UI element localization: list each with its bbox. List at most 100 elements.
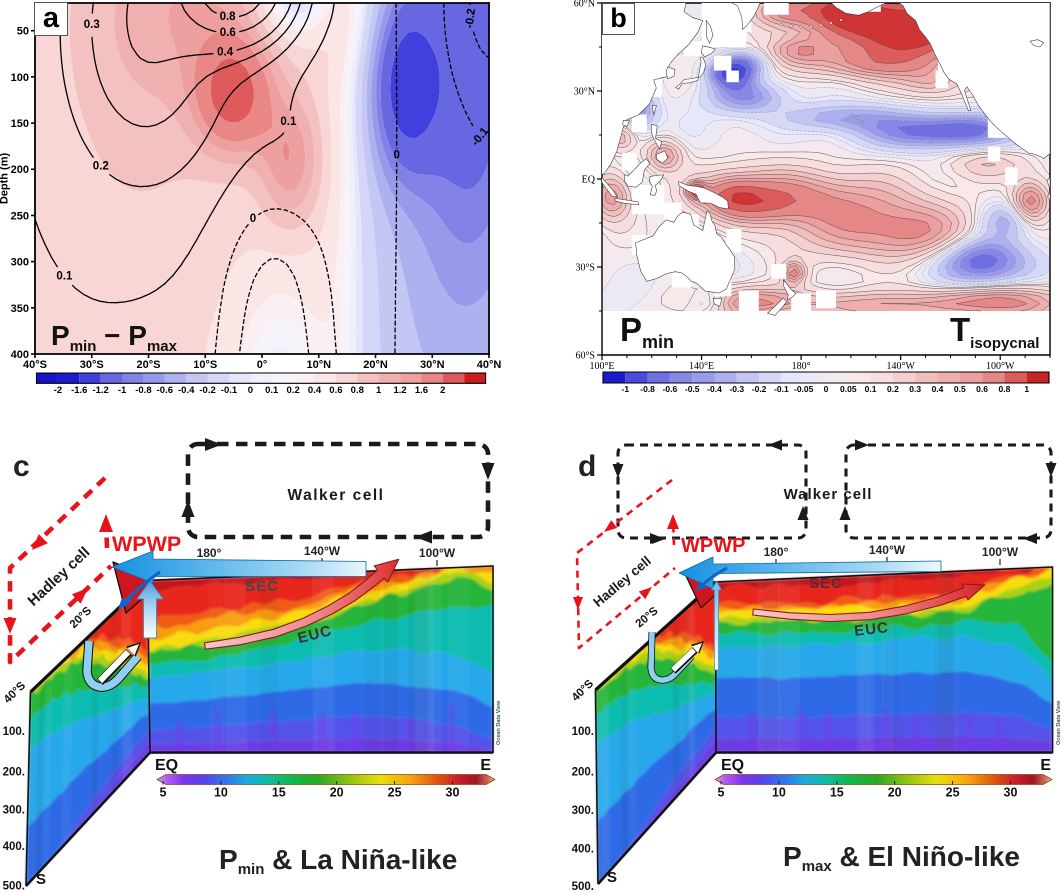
svg-text:0.8: 0.8 (998, 384, 1010, 394)
svg-text:10°S: 10°S (193, 359, 217, 371)
svg-text:200: 200 (11, 164, 29, 176)
svg-text:0: 0 (248, 385, 253, 396)
svg-text:-0.2: -0.2 (752, 384, 767, 394)
svg-text:Pmax & El Niño-like: Pmax & El Niño-like (783, 841, 1020, 875)
svg-text:1: 1 (376, 385, 382, 396)
svg-text:-0.8: -0.8 (135, 385, 151, 396)
svg-text:E: E (1040, 757, 1051, 774)
svg-text:15: 15 (830, 786, 844, 800)
svg-text:30°S: 30°S (80, 359, 104, 371)
svg-text:0.1: 0.1 (865, 384, 877, 394)
svg-text:300.: 300. (572, 805, 594, 817)
svg-text:30°N: 30°N (574, 86, 595, 97)
svg-text:0.2: 0.2 (887, 384, 899, 394)
svg-text:0.3: 0.3 (84, 19, 100, 31)
svg-text:140°W: 140°W (304, 544, 341, 558)
svg-text:40°S: 40°S (2, 680, 29, 706)
svg-text:50: 50 (17, 26, 29, 38)
svg-text:E: E (480, 757, 491, 774)
svg-text:15: 15 (272, 786, 286, 800)
svg-text:0.4: 0.4 (217, 46, 234, 58)
svg-text:-1: -1 (118, 385, 127, 396)
svg-text:0.6: 0.6 (329, 385, 342, 396)
svg-text:200.: 200. (3, 767, 25, 779)
svg-text:EQ: EQ (721, 757, 744, 774)
svg-text:500.: 500. (3, 881, 25, 893)
svg-text:0.4: 0.4 (932, 384, 944, 394)
svg-text:100°W: 100°W (982, 545, 1019, 559)
svg-text:S: S (36, 871, 46, 888)
svg-text:2: 2 (440, 385, 445, 396)
svg-text:-0.4: -0.4 (178, 385, 195, 396)
svg-text:180°: 180° (197, 546, 222, 560)
svg-text:250: 250 (11, 210, 29, 222)
svg-text:10°N: 10°N (306, 359, 331, 371)
svg-text:20: 20 (888, 786, 902, 800)
svg-text:140°W: 140°W (869, 543, 906, 557)
svg-text:400: 400 (11, 349, 29, 361)
svg-text:20°S: 20°S (68, 605, 95, 631)
svg-text:5: 5 (718, 786, 725, 800)
svg-text:WPWP: WPWP (112, 532, 181, 556)
svg-text:0.1: 0.1 (56, 271, 73, 283)
svg-text:1.6: 1.6 (415, 385, 428, 396)
svg-text:180°: 180° (764, 545, 789, 559)
svg-text:100°E: 100°E (589, 361, 614, 372)
svg-text:0.3: 0.3 (909, 384, 921, 394)
svg-text:-0.1: -0.1 (221, 385, 238, 396)
svg-text:Depth (m): Depth (m) (0, 153, 10, 205)
svg-text:-0.5: -0.5 (685, 384, 700, 394)
svg-text:60°N: 60°N (574, 0, 595, 9)
svg-text:150: 150 (11, 118, 29, 130)
svg-text:d: d (578, 450, 596, 483)
svg-text:0: 0 (394, 149, 400, 161)
svg-text:20: 20 (330, 786, 344, 800)
svg-text:S: S (607, 869, 617, 886)
svg-text:300.: 300. (3, 805, 25, 817)
svg-text:-1: -1 (622, 384, 630, 394)
svg-text:40°N: 40°N (477, 359, 502, 371)
svg-text:Ocean Data View: Ocean Data View (496, 700, 502, 745)
svg-text:WPWP: WPWP (681, 535, 745, 557)
svg-text:-0.2: -0.2 (199, 385, 215, 396)
svg-text:10: 10 (772, 786, 786, 800)
svg-text:400.: 400. (572, 844, 594, 856)
svg-text:Pmin: Pmin (620, 311, 674, 352)
svg-text:180°: 180° (792, 361, 811, 372)
svg-text:25: 25 (946, 786, 960, 800)
svg-text:40°S: 40°S (23, 359, 47, 371)
svg-text:-0.6: -0.6 (663, 384, 678, 394)
svg-text:5: 5 (160, 786, 167, 800)
svg-text:350: 350 (11, 303, 29, 315)
svg-text:400.: 400. (3, 841, 25, 853)
svg-text:20°N: 20°N (363, 359, 388, 371)
svg-text:-0.6: -0.6 (157, 385, 173, 396)
svg-text:Pmin − Pmax: Pmin − Pmax (51, 320, 178, 355)
svg-text:0: 0 (250, 213, 256, 225)
svg-text:0°: 0° (257, 359, 268, 371)
svg-text:10: 10 (214, 786, 228, 800)
svg-text:-0.2: -0.2 (464, 8, 478, 29)
svg-text:200.: 200. (572, 767, 594, 779)
svg-text:20°S: 20°S (634, 605, 661, 631)
svg-text:0.2: 0.2 (93, 161, 109, 173)
svg-text:Tisopycnal: Tisopycnal (950, 311, 1039, 352)
svg-text:1.2: 1.2 (393, 385, 406, 396)
svg-text:-0.8: -0.8 (640, 384, 655, 394)
svg-text:0.8: 0.8 (351, 385, 364, 396)
svg-text:-2: -2 (54, 385, 62, 396)
svg-text:20°S: 20°S (137, 359, 161, 371)
svg-text:30°N: 30°N (420, 359, 445, 371)
svg-text:Ocean Data View: Ocean Data View (1056, 700, 1062, 745)
svg-text:30: 30 (1004, 786, 1018, 800)
svg-text:Walker cell: Walker cell (288, 487, 385, 504)
svg-text:-0.4: -0.4 (707, 384, 722, 394)
svg-text:500.: 500. (572, 881, 594, 893)
svg-text:EQ: EQ (582, 174, 596, 185)
svg-text:-0.3: -0.3 (729, 384, 744, 394)
svg-text:100: 100 (11, 72, 29, 84)
svg-text:100.: 100. (572, 726, 594, 738)
svg-text:40°S: 40°S (570, 678, 597, 704)
svg-text:0.8: 0.8 (220, 11, 237, 23)
svg-text:Walker cell: Walker cell (784, 486, 873, 503)
